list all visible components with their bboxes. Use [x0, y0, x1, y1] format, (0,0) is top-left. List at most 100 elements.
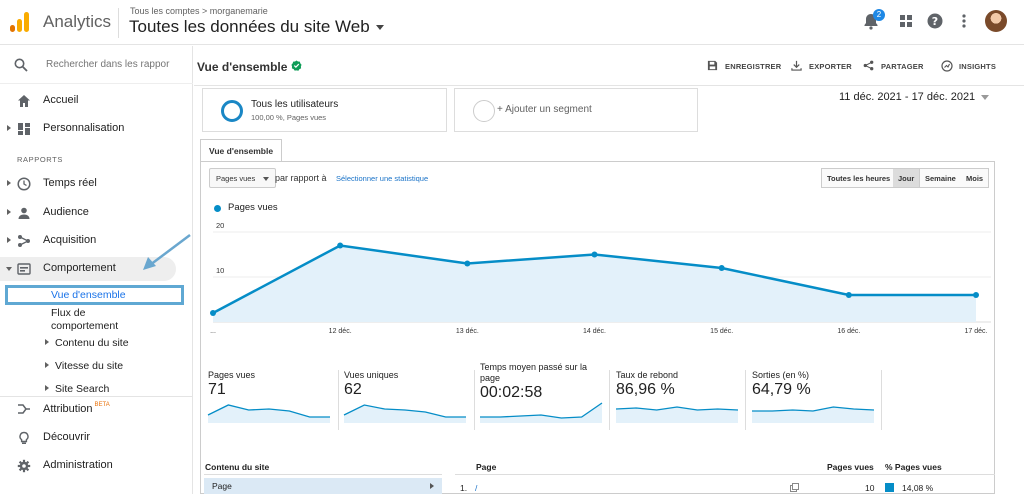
y-tick-label: 10: [216, 266, 224, 275]
dimension-row-page[interactable]: Page: [204, 478, 442, 494]
add-segment-label: + Ajouter un segment: [497, 104, 592, 115]
table-header-page: Page: [476, 462, 497, 472]
select-metric-link[interactable]: Sélectionner une statistique: [336, 174, 429, 183]
sidebar-subitem-label: Site Search: [55, 383, 110, 395]
section-label-reports: RAPPORTS: [17, 155, 63, 164]
more-vert-icon[interactable]: [955, 12, 973, 30]
legend-label: Pages vues: [228, 202, 278, 213]
sidebar-item-discover[interactable]: Découvrir: [0, 426, 193, 450]
acquisition-icon: [18, 235, 30, 247]
sparkline: [480, 402, 603, 419]
scorecard-unique-views[interactable]: Vues uniques 62: [344, 370, 472, 436]
segment-circle-icon: [473, 100, 495, 122]
row-pct: 14,08 %: [902, 483, 934, 493]
share-label: PARTAGER: [881, 62, 924, 71]
chevron-right-icon: [7, 125, 11, 131]
annotation-arrow-icon: [143, 234, 191, 270]
sidebar-subitem-site-search[interactable]: Site Search: [45, 383, 109, 395]
divider: [745, 370, 746, 430]
apps-grid-icon[interactable]: [897, 12, 915, 30]
sidebar-item-acquisition[interactable]: Acquisition: [0, 229, 193, 253]
save-button[interactable]: ENREGISTRER: [707, 60, 781, 71]
export-icon: [791, 60, 802, 71]
scorecard-label: Taux de rebond: [616, 370, 679, 380]
chevron-right-icon: [45, 385, 49, 391]
row-index: 1.: [460, 483, 468, 493]
help-icon[interactable]: ?: [926, 12, 944, 30]
metric-dropdown[interactable]: Pages vues: [209, 168, 277, 188]
sidebar-subitem-overview[interactable]: Vue d'ensemble: [51, 289, 126, 301]
x-tick-label: 12 déc.: [329, 328, 352, 334]
sidebar-item-realtime[interactable]: Temps réel: [0, 172, 193, 196]
sparkline: [343, 404, 466, 418]
property-name: Toutes les données du site Web: [129, 17, 370, 36]
row-page-link[interactable]: /: [475, 483, 478, 493]
chevron-right-icon: [430, 483, 434, 489]
chevron-right-icon: [45, 339, 49, 345]
notification-badge: 2: [873, 9, 885, 21]
tab-overview[interactable]: Vue d'ensemble: [200, 139, 283, 162]
divider: [455, 474, 995, 475]
open-page-icon[interactable]: [790, 483, 799, 492]
sidebar-subitem-site-speed[interactable]: Vitesse du site: [45, 360, 123, 372]
chevron-right-icon: [7, 180, 11, 186]
share-button[interactable]: PARTAGER: [863, 60, 924, 71]
segment-title: Tous les utilisateurs: [251, 99, 339, 110]
behavior-icon: [17, 263, 31, 275]
sidebar-subitem-flow-line1[interactable]: Flux de: [51, 307, 86, 319]
scorecard-bounce-rate[interactable]: Taux de rebond 86,96 %: [616, 370, 744, 436]
date-range-picker[interactable]: 11 déc. 2021 - 17 déc. 2021: [839, 91, 990, 103]
data-point: [718, 265, 725, 271]
insights-label: INSIGHTS: [959, 62, 997, 71]
sidebar-subitem-flow-line2[interactable]: comportement: [51, 320, 119, 332]
segment-all-users[interactable]: Tous les utilisateurs 100,00 %, Pages vu…: [202, 88, 447, 132]
scorecard-avg-time[interactable]: Temps moyen passé sur la page 00:02:58: [480, 362, 608, 428]
sidebar: Rechercher dans les rappor Accueil Perso…: [0, 46, 193, 494]
granularity-week[interactable]: Semaine: [920, 168, 962, 188]
sidebar-item-audience[interactable]: Audience: [0, 201, 193, 225]
table-header-pageviews: Pages vues: [827, 462, 874, 472]
sidebar-item-customization[interactable]: Personnalisation: [0, 117, 193, 141]
compare-label: par rapport à: [275, 173, 327, 183]
property-selector[interactable]: Toutes les données du site Web: [129, 17, 384, 37]
sidebar-item-attribution[interactable]: Attribution BETA: [0, 397, 193, 421]
gear-icon: [17, 459, 31, 473]
x-tick-label: 13 déc.: [456, 328, 479, 334]
export-button[interactable]: EXPORTER: [791, 60, 852, 71]
overview-panel: Pages vues par rapport à Sélectionner un…: [200, 161, 995, 494]
scorecard-label: Sorties (en %): [752, 370, 810, 380]
sidebar-item-admin[interactable]: Administration: [0, 454, 193, 478]
data-point: [210, 310, 216, 316]
y-tick-label: 20: [216, 221, 224, 230]
report-search[interactable]: Rechercher dans les rappor: [0, 46, 193, 84]
data-point: [337, 242, 344, 249]
granularity-month[interactable]: Mois: [961, 168, 990, 188]
app-name: Analytics: [43, 12, 112, 31]
scorecard-value: 64,79 %: [752, 381, 811, 398]
pageviews-chart: 20 10... 12 déc. 13 déc. 14 déc. 15 déc. 16 dé…: [210, 221, 991, 334]
scorecard-label: Temps moyen passé sur la page: [480, 362, 588, 383]
account-breadcrumb[interactable]: Tous les comptes > morganemarie: [130, 6, 268, 16]
sparkline: [615, 406, 739, 411]
sidebar-item-label: Temps réel: [43, 177, 97, 189]
granularity-day[interactable]: Jour: [893, 168, 921, 188]
scorecard-label: Pages vues: [208, 370, 256, 380]
sidebar-item-label: Découvrir: [43, 431, 91, 443]
avatar[interactable]: [985, 10, 1007, 32]
pct-bar: [885, 483, 894, 492]
scorecard-pageviews[interactable]: Pages vues 71: [208, 370, 336, 436]
segment-circle-icon: [221, 100, 243, 122]
insights-button[interactable]: INSIGHTS: [941, 60, 997, 72]
search-placeholder: Rechercher dans les rappor: [46, 59, 170, 70]
sidebar-subitem-site-content[interactable]: Contenu du site: [45, 337, 129, 349]
save-icon: [707, 60, 718, 71]
scorecard-exit-rate[interactable]: Sorties (en %) 64,79 %: [752, 370, 880, 436]
sparkline-area: [480, 403, 602, 423]
clock-icon: [17, 177, 31, 191]
table-header-site-content: Contenu du site: [205, 462, 270, 472]
sidebar-item-home[interactable]: Accueil: [0, 89, 193, 113]
add-segment-button[interactable]: + Ajouter un segment: [454, 88, 698, 132]
search-icon: [14, 58, 28, 72]
granularity-hourly[interactable]: Toutes les heures: [821, 168, 897, 188]
divider: [118, 8, 119, 38]
